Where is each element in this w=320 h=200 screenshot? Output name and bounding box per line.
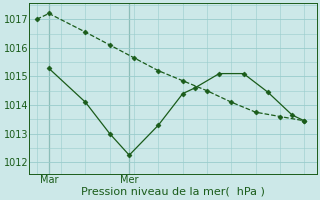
X-axis label: Pression niveau de la mer(  hPa ): Pression niveau de la mer( hPa ): [81, 187, 265, 197]
